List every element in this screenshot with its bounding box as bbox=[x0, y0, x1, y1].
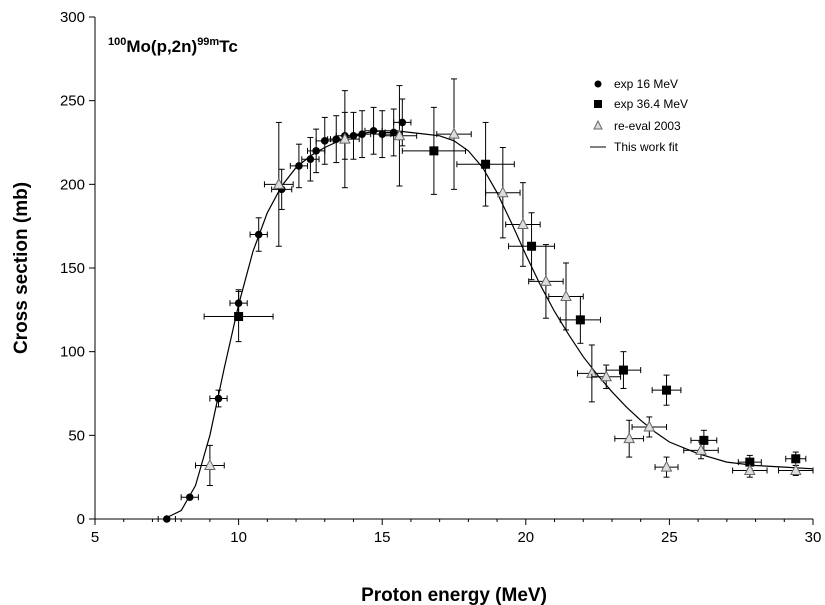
circle-marker bbox=[398, 118, 407, 127]
legend-marker-reeval bbox=[593, 119, 603, 130]
data-point-re-eval-2003 bbox=[528, 244, 564, 319]
triangle-marker bbox=[517, 217, 529, 229]
data-point-re-eval-2003 bbox=[195, 444, 225, 487]
x-tick-label: 10 bbox=[230, 529, 247, 546]
x-axis-title: Proton energy (MeV) bbox=[361, 585, 547, 605]
x-tick-label: 20 bbox=[517, 529, 534, 546]
reaction-annotation: 100Mo(p,2n)99mTc bbox=[108, 36, 238, 56]
circle-marker bbox=[254, 230, 263, 239]
triangle-marker bbox=[743, 463, 756, 475]
data-point-re-eval-2003 bbox=[732, 463, 768, 478]
legend-label-fit: This work fit bbox=[614, 140, 679, 154]
y-tick-label: 150 bbox=[60, 260, 85, 277]
data-point-exp-36-4-mev bbox=[401, 106, 466, 195]
legend-marker-exp16 bbox=[594, 80, 602, 88]
data-point-re-eval-2003 bbox=[548, 262, 584, 331]
y-tick-label: 200 bbox=[60, 176, 85, 193]
data-point-exp-16-mev bbox=[393, 98, 412, 147]
y-tick-label: 300 bbox=[60, 9, 85, 26]
y-axis-title: Cross section (mb) bbox=[11, 182, 32, 354]
triangle-marker bbox=[204, 458, 216, 470]
square-marker bbox=[481, 159, 491, 169]
square-marker bbox=[699, 435, 709, 445]
data-point-exp-36-4-mev bbox=[203, 290, 274, 343]
triangle-marker bbox=[695, 443, 707, 455]
square-marker bbox=[618, 365, 628, 375]
data-point-re-eval-2003 bbox=[330, 90, 360, 189]
square-marker bbox=[527, 241, 537, 251]
x-tick-label: 30 bbox=[805, 529, 822, 546]
data-point-re-eval-2003 bbox=[485, 147, 521, 239]
circle-marker bbox=[214, 394, 223, 403]
reaction-text-2: Tc bbox=[219, 37, 238, 56]
triangle-marker bbox=[643, 420, 656, 432]
reaction-text-1: Mo(p,2n) bbox=[126, 37, 197, 56]
triangle-marker bbox=[789, 463, 802, 475]
triangle-marker bbox=[600, 370, 613, 382]
data-point-re-eval-2003 bbox=[591, 364, 622, 389]
circle-marker bbox=[306, 155, 315, 164]
square-marker bbox=[745, 457, 755, 467]
square-marker bbox=[429, 146, 439, 156]
triangle-marker bbox=[660, 460, 673, 472]
data-point-re-eval-2003 bbox=[263, 121, 294, 247]
square-marker bbox=[662, 385, 672, 395]
circle-marker bbox=[369, 126, 378, 135]
triangle-marker bbox=[623, 432, 636, 444]
data-point-re-eval-2003 bbox=[436, 78, 472, 190]
triangle-marker bbox=[272, 177, 285, 189]
circle-marker bbox=[320, 137, 329, 145]
legend-label-exp16: exp 16 MeV bbox=[614, 77, 678, 91]
data-point-exp-36-4-mev bbox=[651, 374, 682, 406]
circle-marker bbox=[358, 130, 366, 138]
triangle-marker bbox=[448, 127, 460, 139]
y-tick-label: 0 bbox=[77, 511, 85, 528]
data-point-re-eval-2003 bbox=[505, 182, 541, 267]
data-point-re-eval-2003 bbox=[654, 456, 679, 478]
legend-label-exp364: exp 36.4 MeV bbox=[614, 97, 688, 111]
circle-marker bbox=[163, 515, 171, 523]
triangle-marker bbox=[339, 132, 351, 144]
square-marker bbox=[791, 454, 801, 464]
data-point-re-eval-2003 bbox=[631, 416, 668, 438]
data-point-re-eval-2003 bbox=[381, 85, 418, 187]
triangle-marker bbox=[560, 289, 572, 301]
x-tick-label: 15 bbox=[374, 529, 391, 546]
circle-marker bbox=[295, 162, 303, 170]
data-point-re-eval-2003 bbox=[614, 419, 645, 458]
data-point-exp-16-mev bbox=[249, 217, 268, 252]
square-marker bbox=[234, 312, 244, 322]
reaction-mass-number-1: 100 bbox=[108, 36, 126, 48]
y-tick-label: 250 bbox=[60, 93, 85, 110]
data-point-re-eval-2003 bbox=[778, 463, 814, 476]
x-tick-label: 25 bbox=[661, 529, 678, 546]
circle-marker bbox=[389, 128, 398, 137]
legend: exp 16 MeV exp 36.4 MeV re-eval 2003 Thi… bbox=[590, 77, 688, 154]
data-points-layer bbox=[157, 78, 814, 523]
square-marker bbox=[575, 315, 585, 325]
legend-label-reeval: re-eval 2003 bbox=[614, 119, 681, 133]
data-point-exp-16-mev bbox=[352, 110, 372, 159]
data-point-exp-16-mev bbox=[209, 389, 228, 408]
y-tick-label: 100 bbox=[60, 344, 85, 361]
data-point-exp-16-mev bbox=[157, 515, 176, 523]
triangle-marker bbox=[540, 274, 552, 286]
data-point-exp-16-mev bbox=[289, 143, 309, 189]
data-point-exp-36-4-mev bbox=[508, 212, 556, 281]
circle-marker bbox=[185, 493, 194, 502]
triangle-marker bbox=[496, 186, 509, 198]
reaction-mass-number-2: 99m bbox=[197, 36, 219, 48]
data-point-re-eval-2003 bbox=[683, 441, 719, 460]
x-tick-label: 5 bbox=[91, 529, 99, 546]
circle-marker bbox=[312, 147, 320, 155]
legend-marker-exp364 bbox=[594, 100, 602, 108]
data-point-exp-36-4-mev bbox=[785, 451, 807, 466]
y-tick-label: 50 bbox=[68, 427, 85, 444]
data-point-exp-16-mev bbox=[180, 493, 199, 502]
triangle-marker bbox=[393, 129, 406, 141]
